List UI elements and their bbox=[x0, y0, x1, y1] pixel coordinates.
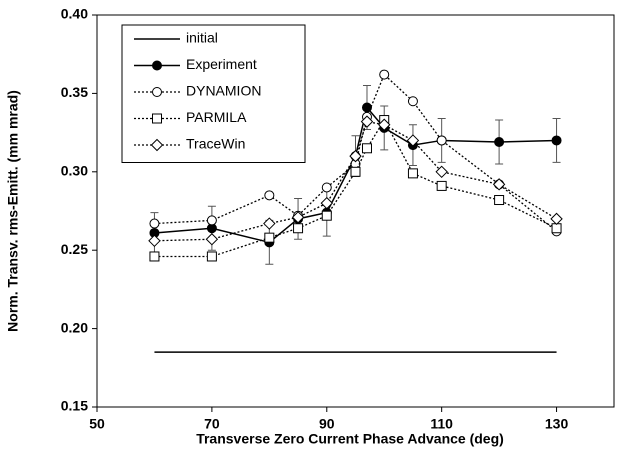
x-tick-label: 110 bbox=[430, 416, 453, 432]
y-axis-label: Norm. Transv. rms-Emitt. (mm mrad) bbox=[5, 90, 21, 332]
marker bbox=[149, 251, 160, 262]
marker bbox=[360, 115, 374, 128]
x-tick-label: 90 bbox=[319, 416, 335, 432]
legend-marker bbox=[152, 60, 162, 71]
marker bbox=[321, 210, 332, 221]
marker bbox=[350, 166, 361, 177]
y-tick-label: 0.30 bbox=[61, 163, 88, 179]
legend-label: DYNAMION bbox=[186, 83, 261, 99]
x-tick-label: 50 bbox=[89, 416, 105, 432]
legend-label: PARMILA bbox=[186, 109, 247, 125]
series-line bbox=[154, 73, 557, 232]
marker bbox=[379, 69, 390, 80]
marker bbox=[551, 223, 562, 234]
marker bbox=[492, 178, 506, 191]
marker bbox=[321, 182, 332, 193]
marker bbox=[206, 251, 217, 262]
marker bbox=[148, 234, 161, 247]
marker bbox=[206, 215, 217, 226]
y-tick-label: 0.25 bbox=[61, 241, 88, 257]
legend-marker bbox=[152, 87, 162, 97]
marker bbox=[407, 96, 418, 107]
marker bbox=[494, 137, 505, 148]
series-line bbox=[154, 120, 557, 242]
y-tick-label: 0.20 bbox=[61, 319, 88, 335]
x-axis-label: Transverse Zero Current Phase Advance (d… bbox=[196, 431, 504, 447]
marker bbox=[320, 196, 333, 210]
marker bbox=[291, 211, 305, 224]
legend-label: Experiment bbox=[186, 56, 257, 72]
marker bbox=[407, 168, 418, 179]
y-tick-label: 0.15 bbox=[61, 398, 88, 414]
marker bbox=[149, 218, 160, 229]
marker bbox=[361, 143, 372, 154]
y-tick-label: 0.40 bbox=[61, 6, 88, 22]
marker bbox=[406, 134, 420, 147]
marker bbox=[264, 190, 275, 201]
marker bbox=[435, 165, 448, 179]
marker bbox=[494, 195, 505, 206]
marker bbox=[264, 232, 275, 243]
marker bbox=[378, 118, 391, 131]
x-tick-label: 130 bbox=[545, 416, 569, 432]
legend-marker bbox=[152, 113, 162, 124]
x-tick-label: 70 bbox=[204, 416, 220, 432]
y-tick-label: 0.35 bbox=[61, 84, 88, 100]
marker bbox=[349, 149, 362, 163]
legend-label: TraceWin bbox=[186, 136, 245, 152]
marker bbox=[205, 233, 219, 246]
marker bbox=[263, 217, 276, 230]
legend-marker bbox=[150, 138, 164, 152]
marker bbox=[436, 180, 447, 191]
legend-label: initial bbox=[186, 30, 218, 46]
marker bbox=[436, 135, 447, 146]
plot-frame bbox=[96, 14, 615, 408]
series-line bbox=[154, 118, 557, 258]
series-line bbox=[154, 105, 557, 244]
marker bbox=[551, 135, 562, 146]
marker bbox=[550, 212, 563, 226]
marker bbox=[293, 223, 304, 234]
